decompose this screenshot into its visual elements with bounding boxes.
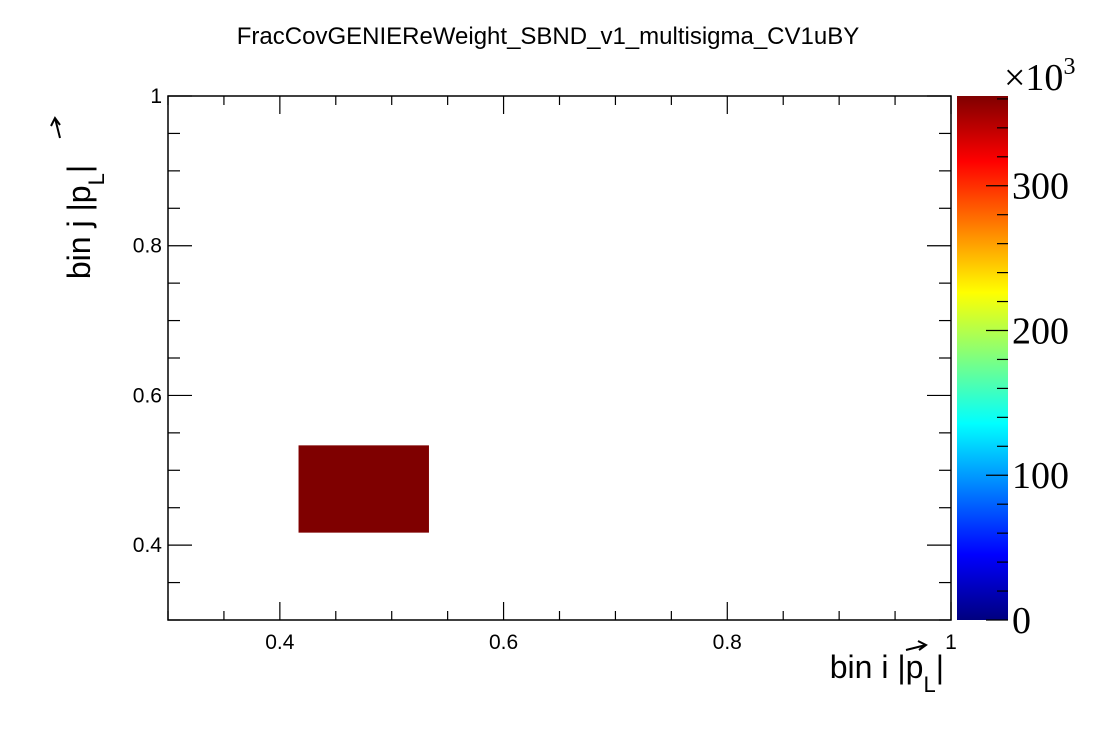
x-tick-label: 0.6 — [489, 631, 518, 654]
color-scale-ticks — [986, 98, 1008, 621]
y-tick-label: 0.4 — [133, 534, 163, 557]
y-axis-label: bin j |pL| — [61, 165, 109, 279]
color-scale-bar — [957, 96, 1008, 620]
y-axis-label-bar: | — [61, 165, 97, 173]
y-axis-label-sub: L — [84, 173, 109, 185]
y-axis-label-main: bin j |p — [61, 185, 97, 279]
color-scale-tick-label: 200 — [1012, 310, 1069, 352]
y-tick-labels: 0.4 0.6 0.8 1 — [133, 85, 163, 557]
x-axis-vector-arrow — [905, 640, 928, 651]
x-tick-label: 0.8 — [713, 631, 742, 654]
x-axis-label-main: bin i |p — [830, 649, 924, 685]
heatmap-cells — [298, 445, 429, 533]
x-tick-label: 0.4 — [265, 631, 295, 654]
chart-title: FracCovGENIEReWeight_SBND_v1_multisigma_… — [237, 23, 859, 50]
y-tick-label: 0.6 — [133, 384, 162, 407]
x-axis-label-bar: | — [936, 649, 944, 685]
plot-frame — [167, 95, 952, 621]
x-axis-label-sub: L — [923, 672, 935, 697]
x-tick-label: 1 — [945, 631, 957, 654]
color-scale-tick-labels: 0 100 200 300 — [1012, 166, 1069, 642]
x-tick-labels: 0.4 0.6 0.8 1 — [265, 631, 957, 654]
color-scale-multiplier-exponent: 3 — [1063, 54, 1075, 80]
color-scale-multiplier-base: ×10 — [1004, 57, 1063, 99]
y-axis-vector-arrow — [50, 116, 61, 139]
y-tick-label: 0.8 — [133, 235, 162, 258]
heatmap-cell-0 — [298, 445, 429, 533]
y-axis-label-group: bin j |pL| — [50, 116, 109, 279]
color-scale-multiplier: ×103 — [1004, 54, 1075, 99]
axis-ticks — [167, 95, 952, 621]
color-scale-tick-label: 0 — [1012, 600, 1031, 642]
y-tick-label: 1 — [150, 85, 162, 108]
color-scale-tick-label: 300 — [1012, 166, 1069, 208]
color-scale-tick-label: 100 — [1012, 455, 1069, 497]
x-axis-label: bin i |pL| — [830, 649, 944, 697]
